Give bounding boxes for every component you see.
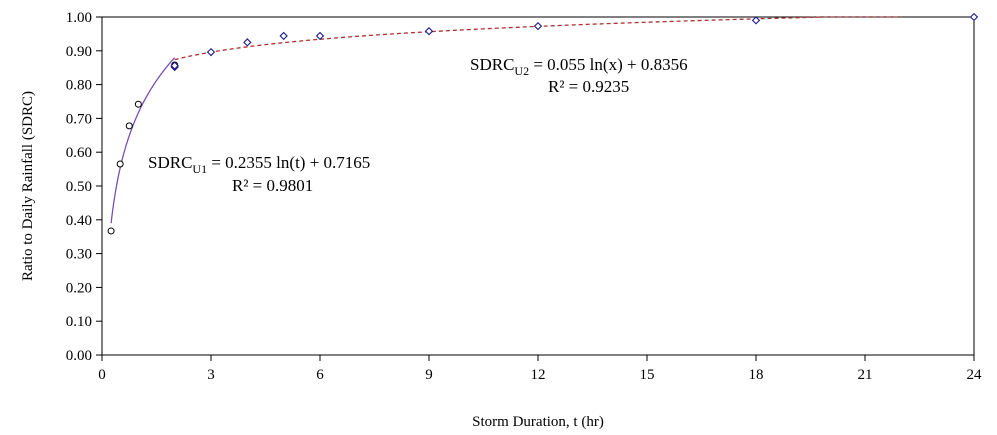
trendline-1-eq-prefix: SDRC: [148, 153, 192, 172]
trendline-2-eq-subscript: U2: [514, 64, 529, 78]
x-tick-label: 3: [207, 367, 215, 383]
y-tick-label: 0.50: [66, 179, 92, 195]
x-axis: 0 3 6 9 12 15 18 21 24: [98, 355, 982, 383]
y-axis-title: Ratio to Daily Rainfall (SDRC): [20, 91, 36, 281]
y-axis: 0.00 0.10 0.20 0.30 0.40 0.50 0.60 0.70 0.80 0.90…: [66, 10, 102, 364]
y-tick-label: 0.80: [66, 78, 92, 94]
y-tick-label: 0.40: [66, 213, 92, 229]
x-tick-label: 12: [531, 367, 546, 383]
trendline-1: [110, 57, 176, 224]
y-tick-label: 0.90: [66, 44, 92, 60]
x-tick-label: 21: [858, 367, 873, 383]
x-tick-label: 6: [316, 367, 324, 383]
data-point-diamond: [424, 27, 434, 36]
data-point-diamond: [533, 21, 543, 31]
data-point-diamond: [170, 61, 179, 70]
trendline-2-r2: R² = 0.9235: [548, 77, 629, 96]
data-point-circle: [107, 227, 115, 235]
data-point-diamond: [279, 31, 288, 41]
data-point-diamond: [751, 16, 761, 25]
x-tick-label: 24: [967, 367, 983, 383]
data-point-circle: [116, 160, 124, 168]
x-tick-label: 9: [425, 367, 433, 383]
y-tick-label: 1.00: [66, 10, 92, 26]
trendline-1-equation: SDRCU1 = 0.2355 ln(t) + 0.7165: [148, 153, 370, 176]
trendline-2-eq-body: = 0.055 ln(x) + 0.8356: [529, 55, 687, 74]
y-tick-label: 0.10: [66, 314, 92, 330]
data-point-diamond: [243, 38, 252, 47]
data-point-circle: [125, 122, 133, 130]
y-tick-label: 0.60: [66, 145, 92, 161]
x-tick-label: 18: [749, 367, 764, 383]
trendline-1-eq-subscript: U1: [192, 162, 207, 176]
data-point-circle: [134, 100, 142, 108]
x-tick-label: 15: [640, 367, 655, 383]
trendline-1-r2: R² = 0.9801: [232, 176, 313, 195]
x-tick-label: 0: [98, 367, 106, 383]
trendline-2-equation: SDRCU2 = 0.055 ln(x) + 0.8356: [470, 55, 688, 78]
y-tick-label: 0.20: [66, 280, 92, 296]
trendline-1-eq-body: = 0.2355 ln(t) + 0.7165: [207, 153, 370, 172]
trendline-2-eq-prefix: SDRC: [470, 55, 514, 74]
data-markers: [107, 12, 979, 235]
y-tick-label: 0.70: [66, 111, 92, 127]
data-point-diamond: [315, 31, 325, 41]
data-point-diamond: [969, 12, 979, 22]
y-tick-label: 0.30: [66, 247, 92, 263]
trendlines: [110, 16, 902, 224]
data-point-diamond: [206, 47, 216, 57]
x-axis-title: Storm Duration, t (hr): [472, 414, 604, 430]
y-tick-label: 0.00: [66, 348, 92, 364]
